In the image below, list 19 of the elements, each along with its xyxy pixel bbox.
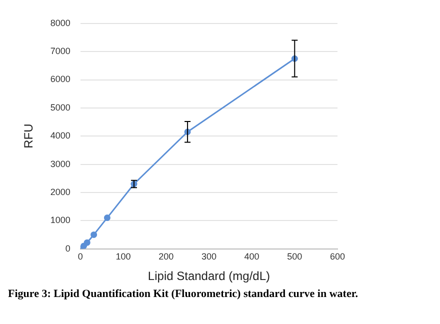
y-tick-label: 0	[65, 243, 70, 254]
y-tick-label: 4000	[50, 130, 70, 141]
x-tick-label: 300	[201, 252, 216, 262]
x-tick-label: 100	[116, 252, 131, 262]
x-axis-title: Lipid Standard (mg/dL)	[148, 269, 270, 284]
x-tick-label: 0	[78, 252, 83, 262]
x-tick-label: 500	[287, 252, 302, 262]
y-tick-label: 3000	[50, 158, 70, 169]
y-tick-label: 8000	[50, 18, 70, 28]
y-tick-label: 2000	[50, 186, 70, 197]
y-tick-label: 7000	[50, 46, 70, 56]
x-tick-label: 200	[158, 252, 174, 262]
y-tick-label: 1000	[50, 215, 70, 226]
y-tick-label: 5000	[50, 102, 70, 112]
x-tick-label: 600	[330, 252, 346, 262]
y-axis-title: RFU	[22, 124, 36, 148]
caption: Figure 3: Lipid Quantification Kit (Fluorometric) standard curve in water.	[8, 288, 359, 300]
y-tick-label: 6000	[50, 74, 70, 84]
x-tick-label: 400	[244, 252, 260, 262]
